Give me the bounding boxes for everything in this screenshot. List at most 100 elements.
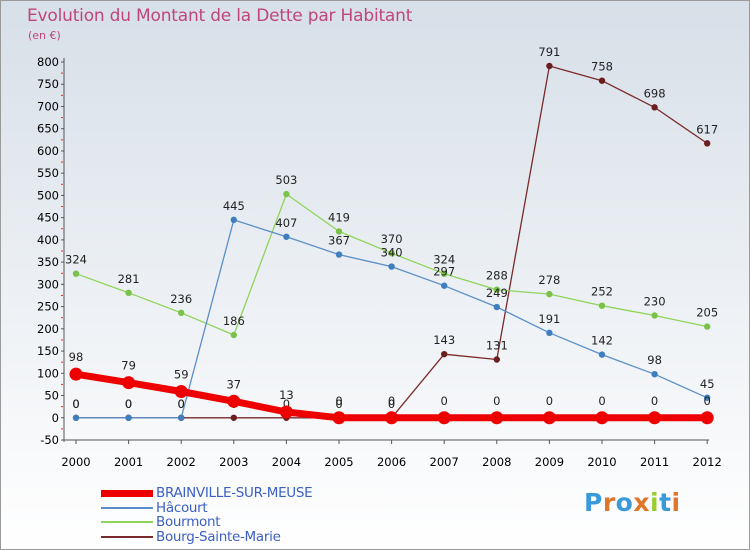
data-point-h-court [283, 233, 290, 240]
data-label-brainville-sur-meuse: 0 [598, 394, 605, 408]
data-point-h-court [441, 282, 448, 289]
data-label-brainville-sur-meuse: 0 [546, 394, 553, 408]
data-point-brainville-sur-meuse [595, 411, 609, 425]
unit-label: (en €) [28, 29, 61, 42]
data-label-h-court: 445 [223, 199, 245, 213]
x-tick-label: 2009 [535, 455, 564, 469]
y-tick-label: 200 [37, 322, 59, 336]
data-label-brainville-sur-meuse: 0 [335, 394, 342, 408]
data-label-bourmont: 278 [538, 273, 560, 287]
data-point-brainville-sur-meuse [700, 411, 714, 425]
data-label-h-court: 142 [591, 334, 613, 348]
data-point-bourmont [178, 309, 185, 317]
data-label-h-court: 0 [72, 397, 79, 411]
data-point-h-court [72, 414, 80, 421]
legend-label: Hâcourt [156, 499, 208, 516]
x-tick-label: 2000 [61, 455, 90, 469]
data-label-bourg-sainte-marie: 0 [125, 397, 132, 411]
data-point-bourmont [283, 190, 290, 198]
data-label-brainville-sur-meuse: 13 [279, 388, 294, 402]
logo-letter: o [615, 488, 634, 517]
data-point-h-court [598, 351, 606, 358]
data-label-bourg-sainte-marie: 0 [178, 397, 185, 411]
data-label-brainville-sur-meuse: 0 [493, 394, 500, 408]
legend-swatch [101, 521, 153, 523]
data-point-bourg-sainte-marie [546, 62, 553, 70]
data-point-h-court [388, 263, 395, 270]
data-label-bourmont: 230 [644, 294, 666, 308]
data-point-h-court [493, 303, 500, 311]
data-label-h-court: 407 [275, 216, 297, 230]
legend-swatch [101, 535, 153, 538]
data-label-bourg-sainte-marie: 143 [433, 333, 455, 347]
data-point-h-court [335, 251, 343, 258]
x-tick-label: 2010 [587, 455, 616, 469]
x-tick-label: 2006 [377, 455, 406, 469]
logo-letter: x [633, 488, 650, 517]
x-tick-label: 2011 [640, 455, 669, 469]
data-label-bourg-sainte-marie: 758 [591, 60, 613, 74]
y-tick-label: 100 [37, 366, 59, 380]
x-tick-label: 2002 [167, 455, 196, 469]
proxiti-logo: Proxiti [584, 488, 681, 517]
data-point-bourmont [493, 286, 500, 293]
x-tick-label: 2004 [272, 455, 301, 469]
data-label-bourg-sainte-marie: 0 [283, 397, 290, 411]
data-point-h-court [125, 414, 132, 421]
data-point-brainville-sur-meuse [332, 411, 346, 425]
y-tick-label: 150 [37, 344, 59, 358]
data-label-brainville-sur-meuse: 59 [174, 368, 189, 382]
y-tick-label: 400 [37, 233, 59, 247]
data-label-brainville-sur-meuse: 0 [388, 394, 395, 408]
logo-letter: t [659, 488, 672, 517]
data-label-h-court: 340 [381, 246, 403, 260]
data-point-bourg-sainte-marie [598, 77, 606, 84]
data-label-bourmont: 252 [591, 285, 613, 299]
y-tick-label: 700 [37, 99, 59, 113]
y-tick-label: 600 [37, 144, 59, 158]
data-point-bourmont [598, 302, 606, 309]
y-tick-label: 0 [52, 411, 59, 425]
y-tick-label: 800 [37, 55, 59, 69]
data-label-bourmont: 370 [381, 232, 403, 246]
data-label-bourmont: 419 [328, 210, 350, 224]
data-point-h-court [651, 370, 658, 378]
data-point-bourmont [651, 312, 658, 319]
logo-letter: i [671, 488, 681, 517]
data-label-brainville-sur-meuse: 0 [704, 394, 711, 408]
data-point-brainville-sur-meuse [490, 411, 504, 425]
data-point-bourmont [441, 270, 448, 277]
data-label-bourg-sainte-marie: 0 [335, 397, 342, 411]
data-label-bourmont: 324 [65, 253, 87, 267]
data-point-brainville-sur-meuse [385, 411, 399, 425]
legend-swatch [101, 489, 153, 497]
data-point-bourmont [388, 250, 395, 257]
data-label-bourmont: 205 [696, 306, 718, 320]
data-point-h-court [704, 394, 711, 401]
y-tick-label: -50 [40, 433, 59, 447]
data-label-bourmont: 503 [275, 173, 297, 187]
data-label-h-court: 98 [647, 353, 662, 367]
data-label-h-court: 367 [328, 234, 350, 248]
data-label-h-court: 191 [538, 312, 560, 326]
data-point-brainville-sur-meuse [279, 405, 293, 419]
legend-label: Bourg-Sainte-Marie [156, 528, 281, 545]
data-label-h-court: 0 [178, 397, 185, 411]
y-tick-label: 350 [37, 255, 59, 269]
data-point-brainville-sur-meuse [648, 411, 662, 425]
x-tick-label: 2001 [114, 455, 143, 469]
data-point-h-court [230, 216, 237, 224]
data-label-bourmont: 186 [223, 314, 245, 328]
x-tick-label: 2005 [324, 455, 353, 469]
data-point-brainville-sur-meuse [437, 411, 451, 425]
y-tick-label: 750 [37, 77, 59, 91]
data-label-bourg-sainte-marie: 791 [538, 45, 560, 59]
x-tick-label: 2012 [693, 455, 722, 469]
data-point-brainville-sur-meuse [122, 376, 136, 390]
y-tick-label: 300 [37, 277, 59, 291]
data-label-brainville-sur-meuse: 0 [651, 394, 658, 408]
x-tick-label: 2007 [430, 455, 459, 469]
data-label-brainville-sur-meuse: 98 [69, 350, 84, 364]
